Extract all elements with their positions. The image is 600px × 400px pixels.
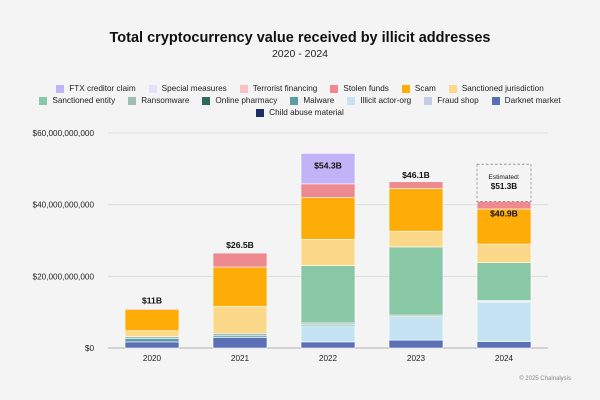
- legend-label: Sanctioned entity: [52, 96, 116, 105]
- legend-label: Online pharmacy: [215, 96, 278, 105]
- legend-label: Fraud shop: [437, 96, 479, 105]
- legend-item-malware: Malware: [290, 96, 334, 105]
- legend-label: Scam: [414, 84, 436, 93]
- legend-label: Sanctioned jurisdiction: [461, 84, 544, 93]
- legend-swatch: [202, 96, 211, 105]
- x-tick-label: 2024: [495, 354, 514, 363]
- legend-label: Darknet market: [504, 96, 561, 105]
- legend-swatch: [448, 84, 457, 93]
- chart-title: Total cryptocurrency value received by i…: [109, 30, 491, 46]
- bar-segment-sanctioned-jurisdiction-2022: [300, 239, 356, 266]
- bar-segment-stolen-funds-2023: [388, 181, 444, 189]
- y-tick-label: $40,000,000,000: [33, 201, 95, 210]
- legend-swatch: [39, 96, 48, 105]
- bar-segment-scam-2023: [388, 188, 444, 232]
- x-tick-label: 2023: [407, 354, 426, 363]
- bar-segment-darknet-market-2024: [476, 341, 532, 349]
- legend-label: Child abuse material: [269, 108, 344, 117]
- y-tick-label: $60,000,000,000: [33, 129, 95, 138]
- legend-item-online-pharmacy: Online pharmacy: [202, 96, 277, 105]
- bar-segment-scam-2021: [212, 266, 268, 307]
- total-label-2020: $11B: [142, 296, 162, 306]
- legend-swatch: [424, 96, 433, 105]
- legend-label: Stolen funds: [343, 84, 389, 93]
- estimate-label: Estimated:: [488, 174, 519, 181]
- x-tick-label: 2022: [319, 354, 338, 363]
- legend-label: Illicit actor-org: [360, 96, 412, 105]
- bar-segment-ransomware-2021: [212, 333, 268, 337]
- legend-item-child-abuse-material: Child abuse material: [256, 108, 344, 117]
- bar-segment-illicit-actor-org-2024: [476, 301, 532, 342]
- bar-segment-sanctioned-entity-2024: [476, 262, 532, 301]
- bar-segment-darknet-market-2020: [124, 341, 180, 349]
- legend-label: Malware: [303, 96, 335, 105]
- bar-segment-scam-2020: [124, 309, 180, 332]
- legend-swatch: [491, 96, 500, 105]
- bar-segment-ftx-creditor-claim-2022: [300, 153, 356, 185]
- legend-item-stolen-funds: Stolen funds: [330, 84, 389, 93]
- bar-segment-scam-2024: [476, 208, 532, 245]
- bar-segment-sanctioned-entity-2022: [300, 265, 356, 324]
- bar-segment-illicit-actor-org-2022: [300, 325, 356, 343]
- legend-item-special-measures: Special measures: [148, 84, 227, 93]
- total-label-2023: $46.1B: [402, 170, 430, 180]
- legend-swatch: [148, 84, 157, 93]
- bar-segment-malware-2020: [124, 338, 180, 343]
- bar-segment-stolen-funds-2021: [212, 252, 268, 268]
- legend-swatch: [239, 84, 248, 93]
- chart-subtitle: 2020 - 2024: [271, 48, 329, 60]
- x-tick-label: 2021: [231, 354, 250, 363]
- legend-item-terrorist-financing: Terrorist financing: [239, 84, 318, 93]
- legend-item-sanctioned-jurisdiction: Sanctioned jurisdiction: [448, 84, 544, 93]
- legend-label: Special measures: [161, 84, 227, 93]
- legend-item-fraud-shop: Fraud shop: [424, 96, 479, 105]
- bar-segment-sanctioned-jurisdiction-2023: [388, 230, 444, 248]
- copyright-footer: © 2025 Chainalysis: [519, 376, 571, 382]
- legend-item-sanctioned-entity: Sanctioned entity: [39, 96, 115, 105]
- bar-segment-illicit-actor-org-2023: [388, 317, 444, 341]
- legend-swatch: [256, 108, 265, 117]
- estimate-box: [476, 163, 532, 202]
- legend-item-darknet-market: Darknet market: [491, 96, 561, 105]
- legend-swatch: [347, 96, 356, 105]
- legend-swatch: [128, 96, 137, 105]
- legend-item-ftx-creditor-claim: FTX creditor claim: [56, 84, 136, 93]
- bar-segment-scam-2022: [300, 197, 356, 240]
- bar-segment-sanctioned-jurisdiction-2020: [124, 330, 180, 337]
- total-label-2024: $40.9B: [490, 208, 518, 218]
- bar-segment-sanctioned-entity-2023: [388, 246, 444, 316]
- estimate-value: $51.3B: [491, 182, 517, 191]
- legend: FTX creditor claim Special measures Terror…: [30, 84, 570, 117]
- legend-swatch: [401, 84, 410, 93]
- total-label-2022: $54.3B: [314, 160, 342, 170]
- bar-segment-stolen-funds-2020: [124, 308, 180, 310]
- y-tick-label: $20,000,000,000: [33, 272, 95, 281]
- y-tick-label: $0: [85, 344, 95, 353]
- legend-item-ransomware: Ransomware: [128, 96, 189, 105]
- bar-segment-darknet-market-2022: [300, 341, 356, 349]
- legend-label: FTX creditor claim: [69, 84, 136, 93]
- bar-segment-stolen-funds-2022: [300, 183, 356, 198]
- legend-label: Terrorist financing: [252, 84, 318, 93]
- total-label-2021: $26.5B: [226, 240, 254, 250]
- bar-segment-sanctioned-jurisdiction-2024: [476, 243, 532, 264]
- bar-segment-darknet-market-2021: [212, 337, 268, 349]
- legend-label: Ransomware: [141, 96, 190, 105]
- legend-item-scam: Scam: [401, 84, 436, 93]
- legend-swatch: [56, 84, 65, 93]
- legend-swatch: [330, 84, 339, 93]
- bar-segment-sanctioned-jurisdiction-2021: [212, 306, 268, 334]
- legend-item-illicit-actor-org: Illicit actor-org: [347, 96, 411, 105]
- bar-segment-darknet-market-2023: [388, 339, 444, 349]
- legend-swatch: [290, 96, 299, 105]
- x-tick-label: 2020: [143, 354, 162, 363]
